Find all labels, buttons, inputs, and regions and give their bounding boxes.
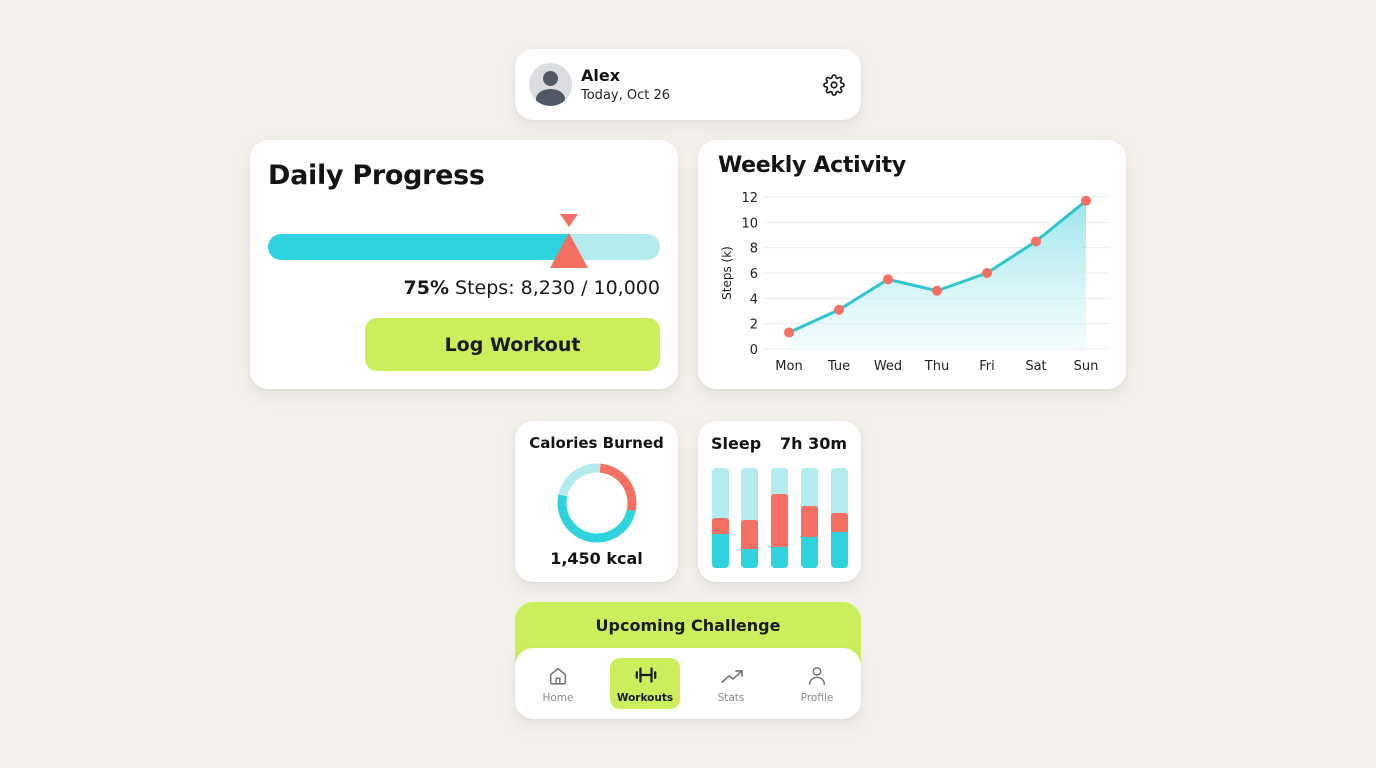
steps-progress-bar <box>268 234 660 260</box>
sleep-segment-deep <box>741 549 758 568</box>
sleep-bar <box>831 468 848 568</box>
sleep-segment-deep <box>831 532 848 568</box>
daily-progress-card: Daily Progress 75% Steps: 8,230 / 10,000… <box>250 140 678 389</box>
sleep-bar <box>712 468 729 568</box>
nav-label-home: Home <box>542 692 574 704</box>
x-tick-label: Wed <box>874 359 902 374</box>
y-tick-label: 0 <box>750 343 758 358</box>
nav-label-stats: Stats <box>717 692 745 704</box>
y-tick-label: 4 <box>750 292 758 307</box>
data-point[interactable] <box>784 327 794 338</box>
y-axis-label: Steps (k) <box>720 246 734 300</box>
nav-item-home[interactable]: Home <box>523 658 593 709</box>
dumbbell-icon <box>635 667 657 683</box>
log-workout-button[interactable]: Log Workout <box>365 318 660 371</box>
data-point[interactable] <box>883 274 893 285</box>
data-point[interactable] <box>834 304 844 315</box>
steps-count: Steps: 8,230 / 10,000 <box>455 277 660 299</box>
user-header-card: Alex Today, Oct 26 <box>515 49 861 120</box>
home-icon <box>549 667 567 685</box>
sleep-bar <box>801 468 818 568</box>
current-date: Today, Oct 26 <box>581 88 671 103</box>
nav-item-stats[interactable]: Stats <box>696 658 766 709</box>
donut-segment <box>557 463 637 543</box>
y-tick-label: 2 <box>750 318 758 333</box>
y-tick-label: 12 <box>741 191 758 206</box>
y-tick-label: 6 <box>750 267 758 282</box>
nav-label-workouts: Workouts <box>616 692 674 704</box>
y-tick-label: 8 <box>750 242 758 257</box>
sleep-segment-rem <box>771 494 788 547</box>
x-tick-label: Mon <box>775 359 802 374</box>
sleep-segment-deep <box>771 547 788 568</box>
calories-card: Calories Burned 1,450 kcal <box>515 421 678 582</box>
bottom-navigation: Home Workouts Stats Profile <box>515 648 861 719</box>
daily-progress-title: Daily Progress <box>268 160 485 191</box>
x-tick-label: Tue <box>827 359 850 374</box>
sleep-card: Sleep 7h 30m <box>698 421 861 582</box>
nav-item-workouts[interactable]: Workouts <box>610 658 680 709</box>
user-avatar-icon[interactable] <box>529 63 572 106</box>
y-tick-label: 10 <box>741 216 758 231</box>
sleep-bar <box>741 468 758 568</box>
challenge-title: Upcoming Challenge <box>595 616 781 635</box>
weekly-activity-card: Weekly Activity 0 2 4 6 8 10 12 Steps (k) Mon Tue… <box>698 140 1126 389</box>
user-name: Alex <box>581 66 621 85</box>
x-tick-label: Sat <box>1025 359 1046 374</box>
sleep-segment-rem <box>831 513 848 532</box>
weekly-activity-title: Weekly Activity <box>718 153 906 178</box>
sleep-segment-rem <box>741 520 758 549</box>
data-point[interactable] <box>932 285 942 296</box>
sleep-segment-rem <box>712 518 729 534</box>
donut-segment <box>557 463 637 543</box>
nav-label-profile: Profile <box>800 692 834 704</box>
weekly-steps-line-chart: 0 2 4 6 8 10 12 Steps (k) Mon Tue Wed Thu Fri Sat Sun <box>720 191 1110 374</box>
gear-icon[interactable] <box>823 74 845 96</box>
sleep-segment-deep <box>712 534 729 568</box>
trending-up-icon <box>721 670 743 683</box>
avatar-head <box>543 71 558 86</box>
x-tick-label: Fri <box>979 359 995 374</box>
data-point[interactable] <box>1081 195 1091 206</box>
x-tick-label: Sun <box>1074 359 1099 374</box>
progress-marker-down-icon <box>560 214 578 227</box>
steps-percent: 75% <box>403 277 449 299</box>
nav-item-profile[interactable]: Profile <box>782 658 852 709</box>
calories-title: Calories Burned <box>529 434 664 452</box>
sleep-title: Sleep <box>711 434 762 453</box>
avatar-body <box>536 89 565 106</box>
calories-value: 1,450 kcal <box>550 549 643 568</box>
area-fill <box>789 200 1086 349</box>
x-tick-label: Thu <box>924 359 949 374</box>
data-point[interactable] <box>982 268 992 278</box>
sleep-segment-deep <box>801 537 818 568</box>
calories-donut-chart <box>557 463 637 543</box>
steps-progress-fill <box>268 234 570 260</box>
sleep-bar <box>771 468 788 568</box>
sleep-segment-rem <box>801 506 818 537</box>
steps-summary: 75% Steps: 8,230 / 10,000 <box>404 277 661 299</box>
person-icon <box>808 666 826 686</box>
data-point[interactable] <box>1031 236 1041 247</box>
progress-marker-up-icon <box>550 233 588 268</box>
sleep-duration: 7h 30m <box>779 434 847 453</box>
